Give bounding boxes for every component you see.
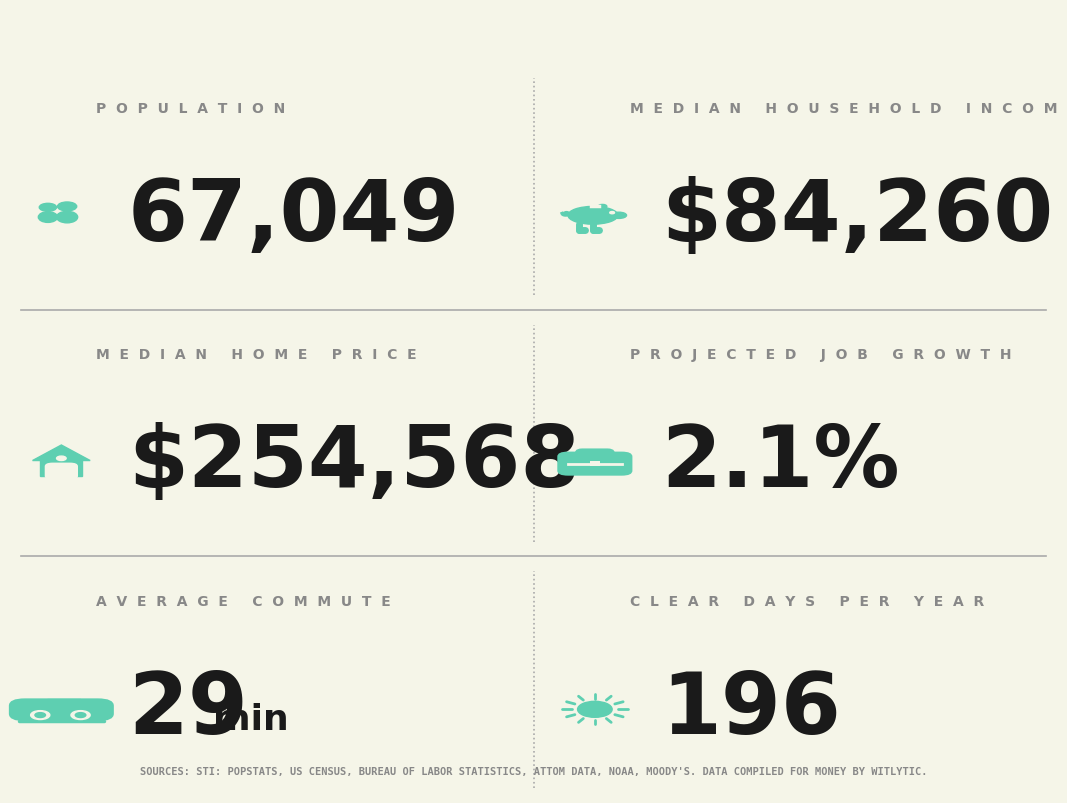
Circle shape xyxy=(35,713,46,718)
Text: M  E  D  I  A  N     H  O  M  E     P  R  I  C  E: M E D I A N H O M E P R I C E xyxy=(96,348,416,362)
Polygon shape xyxy=(33,446,90,461)
Bar xyxy=(590,462,600,467)
Ellipse shape xyxy=(38,213,58,223)
Text: P  R  O  J  E  C  T  E  D     J  O  B     G  R  O  W  T  H: P R O J E C T E D J O B G R O W T H xyxy=(630,348,1012,362)
Circle shape xyxy=(609,212,615,214)
Text: SOURCES: STI: POPSTATS, US CENSUS, BUREAU OF LABOR STATISTICS, ATTOM DATA, NOAA,: SOURCES: STI: POPSTATS, US CENSUS, BUREA… xyxy=(140,766,927,776)
Circle shape xyxy=(577,702,612,717)
Circle shape xyxy=(31,711,50,719)
Text: P  O  P  U  L  A  T  I  O  N: P O P U L A T I O N xyxy=(96,101,285,116)
Text: 196: 196 xyxy=(662,668,842,751)
Ellipse shape xyxy=(568,207,618,225)
Text: A  V  E  R  A  G  E     C  O  M  M  U  T  E: A V E R A G E C O M M U T E xyxy=(96,594,391,608)
Text: 29: 29 xyxy=(128,668,248,751)
Text: $84,260: $84,260 xyxy=(662,176,1054,259)
Text: $254,568: $254,568 xyxy=(128,422,580,504)
Circle shape xyxy=(39,204,57,212)
Circle shape xyxy=(70,711,90,719)
Circle shape xyxy=(76,713,85,718)
Text: 2.1%: 2.1% xyxy=(662,422,901,504)
FancyBboxPatch shape xyxy=(557,452,633,476)
FancyBboxPatch shape xyxy=(45,463,78,480)
Circle shape xyxy=(58,202,77,212)
Polygon shape xyxy=(38,699,90,706)
Circle shape xyxy=(57,457,66,461)
Bar xyxy=(41,460,82,476)
Text: M  E  D  I  A  N     H  O  U  S  E  H  O  L  D     I  N  C  O  M  E: M E D I A N H O U S E H O L D I N C O M … xyxy=(630,101,1067,116)
FancyBboxPatch shape xyxy=(9,699,114,721)
Ellipse shape xyxy=(611,213,626,219)
Ellipse shape xyxy=(57,212,78,223)
Text: min: min xyxy=(212,703,288,736)
Ellipse shape xyxy=(599,206,607,209)
Text: 67,049: 67,049 xyxy=(128,176,461,259)
Text: C  L  E  A  R     D  A  Y  S     P  E  R     Y  E  A  R: C L E A R D A Y S P E R Y E A R xyxy=(630,594,984,608)
